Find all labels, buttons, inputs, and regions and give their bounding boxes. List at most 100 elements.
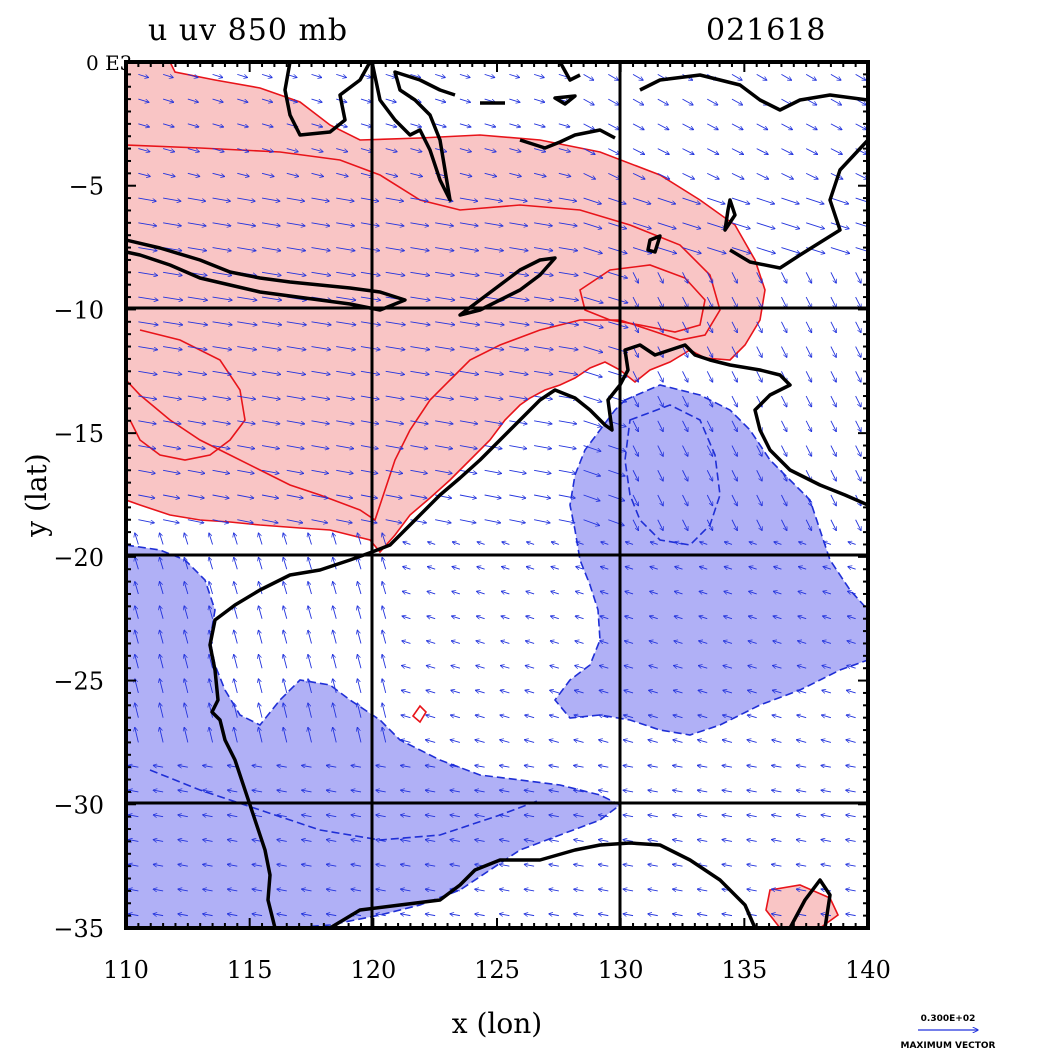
- wind-vector: [682, 445, 688, 457]
- wind-vector: [308, 557, 312, 570]
- wind-vector: [277, 790, 287, 792]
- wind-vector: [657, 247, 677, 254]
- coast-island-5: [723, 198, 737, 232]
- wind-vector: [410, 123, 421, 127]
- wind-vector: [756, 197, 775, 204]
- wind-vector: [781, 296, 786, 308]
- coast-sulawesi: [370, 62, 456, 202]
- wind-vector: [534, 197, 552, 201]
- wind-vector: [376, 840, 386, 842]
- wind-vector: [234, 703, 238, 718]
- wind-vector: [459, 519, 476, 523]
- wind-vector: [748, 641, 757, 644]
- wind-vector: [823, 616, 832, 619]
- wind-vector: [277, 889, 287, 891]
- wind-vector: [212, 346, 232, 350]
- wind-vector: [286, 494, 303, 498]
- wind-vector: [410, 420, 428, 424]
- wind-vector: [796, 790, 807, 792]
- wind-vector: [848, 567, 856, 570]
- wind-vector: [138, 98, 149, 102]
- wind-vector: [336, 395, 354, 399]
- wind-vector: [830, 420, 836, 432]
- coast-new-guinea: [639, 73, 868, 270]
- wind-vector: [648, 740, 658, 743]
- wind-vector: [731, 73, 742, 80]
- wind-vector: [403, 567, 411, 570]
- wind-vector: [830, 98, 842, 105]
- wind-vector: [657, 371, 663, 382]
- wind-vector: [336, 321, 356, 325]
- wind-vector: [360, 494, 377, 498]
- wind-vector: [756, 73, 767, 80]
- wind-vector: [286, 197, 305, 201]
- wind-vector: [706, 519, 712, 531]
- wind-vector: [410, 271, 429, 275]
- y-tick-label: −25: [53, 668, 104, 696]
- wind-vector: [435, 271, 454, 275]
- wind-vector: [452, 591, 461, 594]
- wind-vector: [599, 666, 609, 669]
- wind-vector: [261, 370, 281, 374]
- wind-vector: [781, 395, 786, 407]
- wind-vector: [722, 864, 733, 866]
- wind-vector: [410, 494, 426, 498]
- wind-vector: [623, 740, 634, 743]
- wind-vector: [623, 790, 634, 792]
- wind-vector: [311, 247, 331, 251]
- wind-vector: [475, 715, 485, 718]
- wind-vector: [558, 296, 579, 300]
- wind-vector: [673, 790, 683, 792]
- wind-vector: [227, 790, 238, 792]
- wind-vector: [821, 715, 832, 718]
- wind-vector: [428, 542, 436, 545]
- wind-vector: [722, 740, 733, 743]
- wind-vector: [526, 591, 535, 594]
- wind-vector: [731, 98, 743, 105]
- wind-vector: [138, 370, 157, 374]
- wind-vector: [401, 740, 411, 743]
- wind-vector: [657, 197, 676, 204]
- wind-vector: [160, 533, 164, 545]
- wind-vector: [499, 914, 510, 916]
- wind-vector: [781, 420, 786, 432]
- wind-vector: [212, 321, 233, 325]
- wind-vector: [674, 616, 683, 619]
- wind-vector: [583, 321, 604, 328]
- wind-vector: [772, 715, 782, 718]
- wind-vector: [756, 247, 776, 254]
- wind-vector: [333, 606, 337, 619]
- wind-vector: [427, 567, 436, 570]
- wind-vector: [673, 864, 683, 866]
- wind-vector: [435, 321, 455, 325]
- wind-vector: [509, 247, 528, 251]
- wind-vector: [187, 494, 204, 498]
- wind-vector: [822, 666, 832, 669]
- wind-vector: [772, 864, 782, 866]
- wind-vector: [311, 445, 329, 449]
- wind-vector: [475, 840, 485, 842]
- wind-vector: [475, 690, 485, 693]
- wind-vector: [805, 272, 811, 283]
- wind-vector: [475, 790, 485, 792]
- wind-vector: [846, 715, 856, 718]
- wind-vector: [286, 247, 306, 251]
- wind-vector: [326, 765, 337, 767]
- wind-vector: [558, 519, 575, 523]
- wind-vector: [261, 98, 273, 102]
- wind-vector: [385, 420, 404, 424]
- wind-vector: [311, 346, 331, 350]
- wind-vector: [534, 519, 550, 523]
- wind-vector: [558, 172, 571, 176]
- wind-vector: [774, 567, 782, 570]
- wind-vector: [600, 591, 609, 594]
- wind-vector: [509, 271, 528, 275]
- wind-vector: [648, 840, 658, 842]
- wind-vector: [283, 606, 288, 619]
- wind-vector: [435, 370, 454, 374]
- wind-vector: [509, 123, 520, 127]
- wind-vector: [731, 494, 737, 506]
- wind-vector: [608, 321, 628, 328]
- wind-vector: [724, 616, 733, 619]
